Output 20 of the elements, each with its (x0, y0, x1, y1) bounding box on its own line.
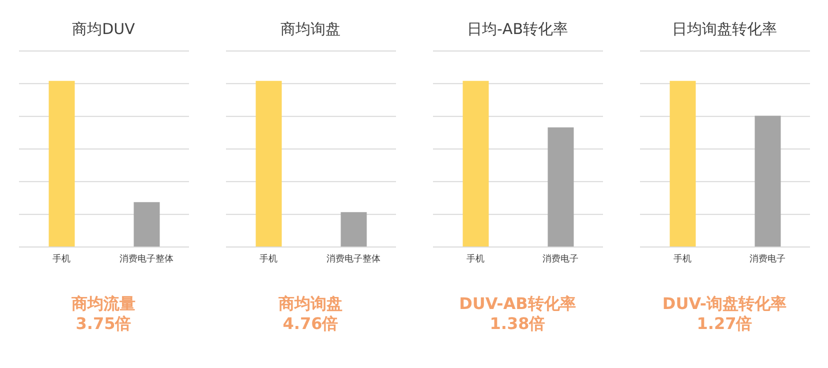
x-tick-label: 消费电子 (749, 253, 785, 264)
x-tick-label: 消费电子 (542, 253, 578, 264)
text: 3.75倍 (74, 314, 132, 334)
text: 1.38倍 (488, 314, 546, 334)
x-tick-label: 消费电子整体 (119, 253, 173, 264)
text: 1.27倍 (696, 314, 754, 334)
x-tick-label: 消费电子整体 (326, 253, 380, 264)
text: 商均询盘 (278, 294, 342, 314)
text: 商均流量 (72, 294, 136, 314)
text: 4.76倍 (282, 314, 340, 334)
x-tick-label: 手机 (466, 253, 484, 264)
text: DUV-AB转化率 (459, 294, 576, 314)
chart-title: 日均-AB转化率 (467, 20, 568, 40)
x-tick-label: 手机 (259, 253, 277, 264)
text: DUV-询盘转化率 (662, 294, 787, 314)
x-tick-label: 手机 (673, 253, 691, 264)
chart-title: 商均询盘 (280, 20, 340, 40)
x-tick-label: 手机 (52, 253, 70, 264)
chart-title: 商均DUV (72, 20, 135, 40)
chart-title: 日均询盘转化率 (672, 20, 777, 40)
